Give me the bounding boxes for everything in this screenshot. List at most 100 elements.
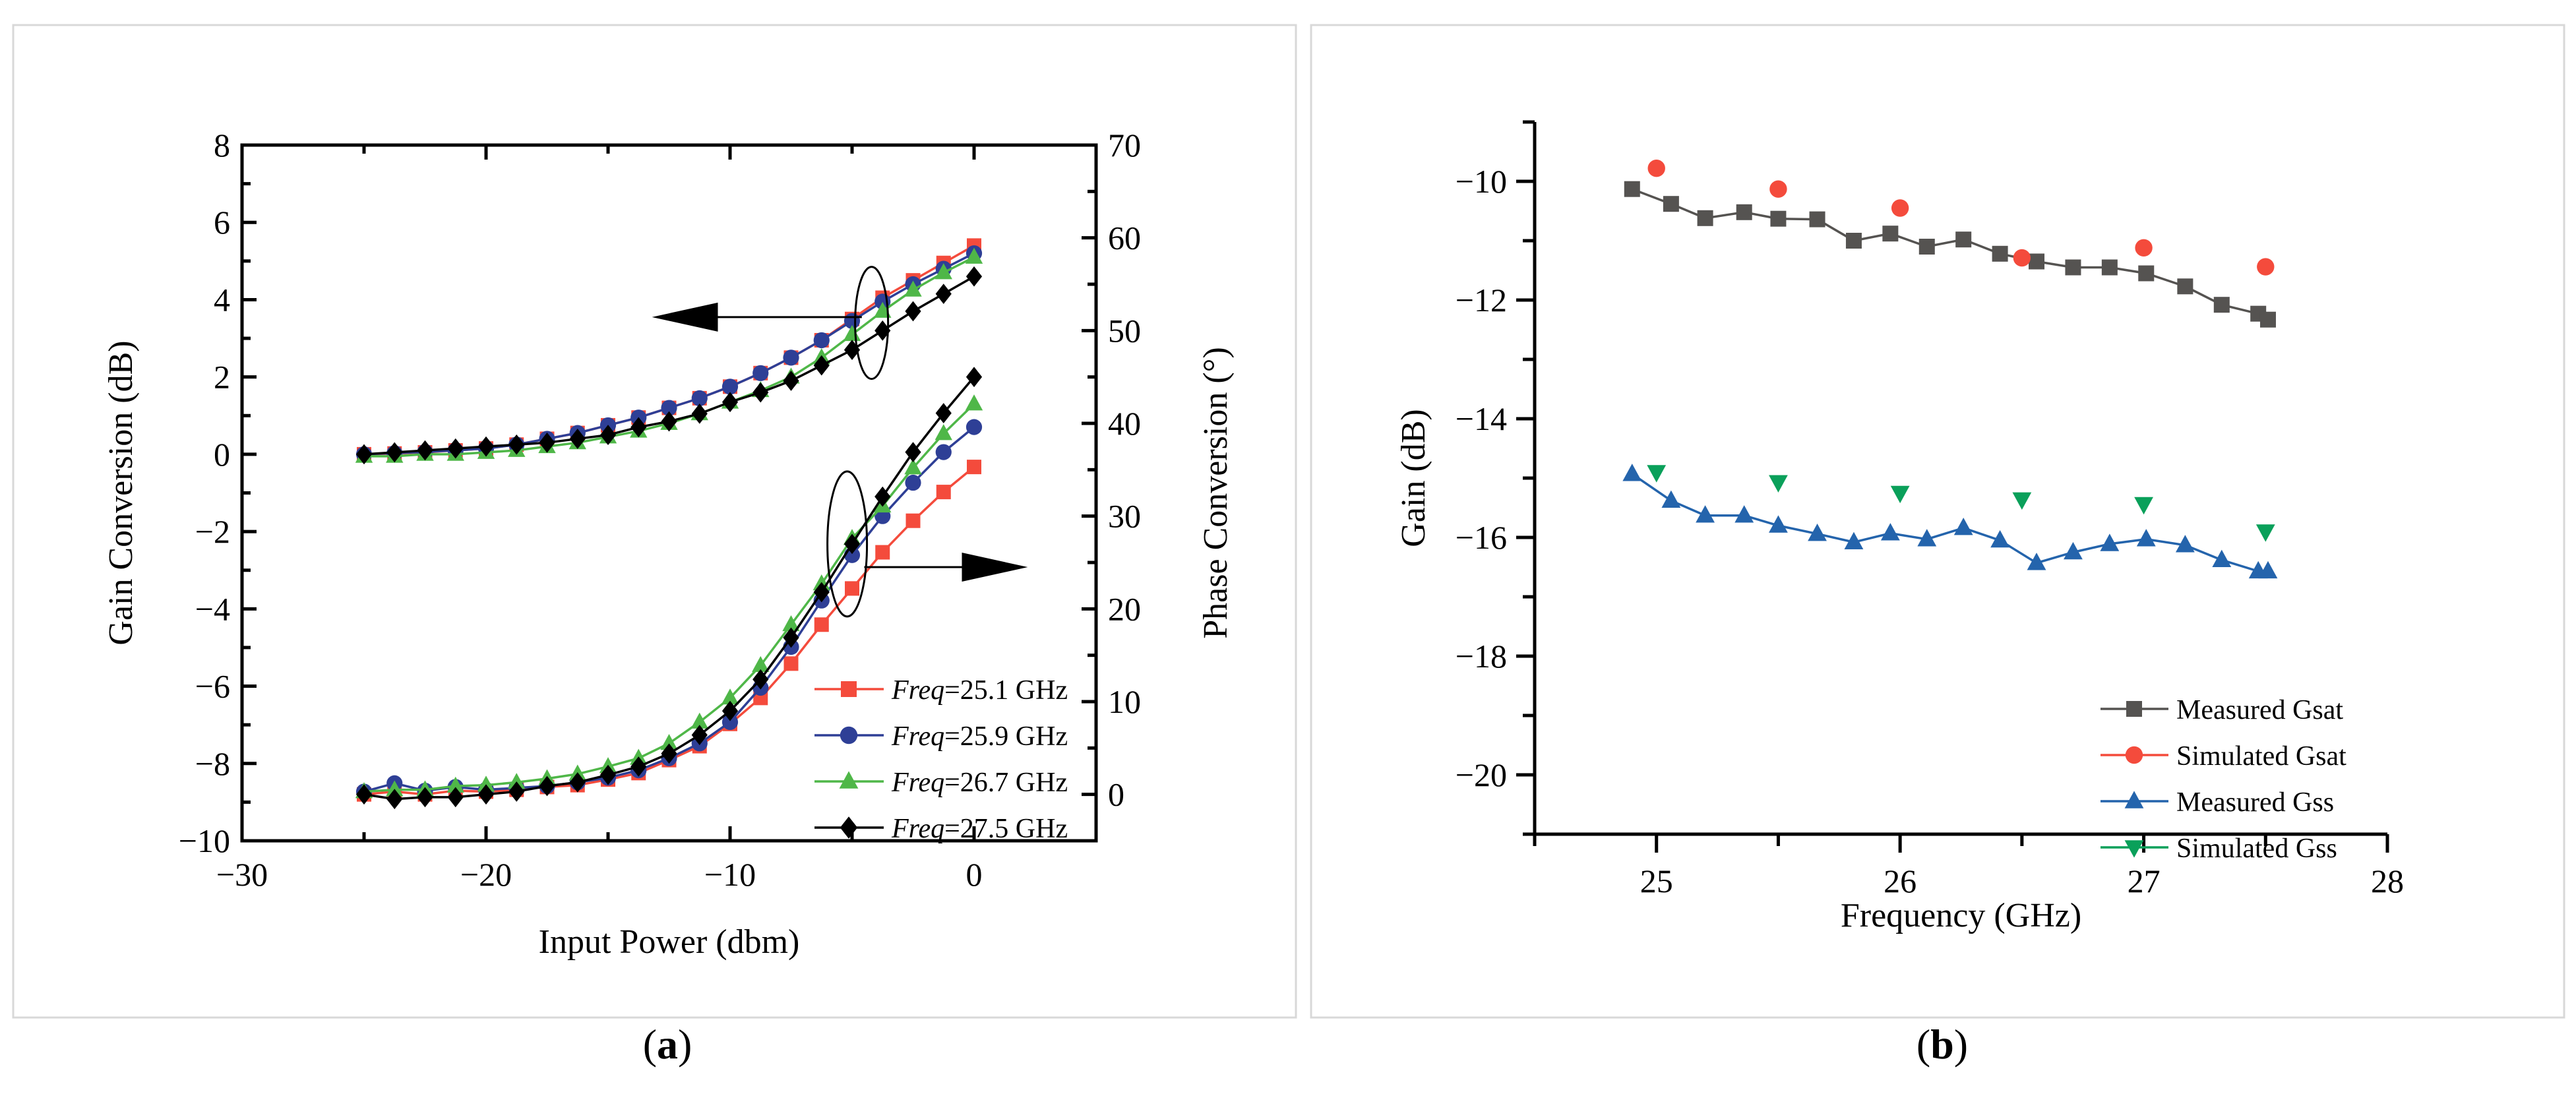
phase-point <box>936 485 951 500</box>
y-axis-title: Gain (dB) <box>1395 409 1432 547</box>
data-point <box>2029 253 2045 270</box>
legend-item: Simulated Gsat <box>2101 741 2346 772</box>
phase-ellipse <box>826 470 869 618</box>
legend-marker <box>840 816 858 839</box>
gain-point <box>935 263 952 280</box>
gain-point <box>355 444 373 465</box>
data-point <box>2255 524 2275 542</box>
gain-point <box>721 392 739 413</box>
gain-point <box>386 442 403 463</box>
y2-tick-label: 50 <box>1108 312 1141 349</box>
data-point <box>1955 231 1972 248</box>
phase-point <box>721 700 739 721</box>
y2-tick-label: 20 <box>1108 590 1141 627</box>
data-point <box>1734 505 1754 523</box>
legend-label: Freq=27.5 GHz <box>891 814 1068 844</box>
legend-item: Measured Gss <box>2101 787 2334 818</box>
y-tick-label: −18 <box>1456 638 1507 675</box>
gain-point <box>630 417 647 438</box>
series-line <box>1632 188 2269 321</box>
y-tick-label: 2 <box>214 359 230 396</box>
data-point <box>1736 204 1752 220</box>
gain-point <box>783 371 799 391</box>
gain-point <box>813 355 830 376</box>
phase-point <box>966 419 983 435</box>
gain-point <box>783 349 799 366</box>
legend-label: Measured Gsat <box>2176 695 2343 725</box>
data-point <box>1990 530 2010 548</box>
phase-point <box>661 743 677 764</box>
data-point <box>2136 529 2156 547</box>
data-point <box>1696 505 1715 523</box>
phase-point <box>508 781 525 802</box>
phase-point <box>782 615 800 632</box>
data-point <box>2064 541 2083 560</box>
gain-point <box>752 365 769 381</box>
phase-point <box>783 656 799 671</box>
gain-point <box>508 434 525 455</box>
legend-label: Simulated Gss <box>2176 834 2337 864</box>
data-point <box>1891 199 1909 217</box>
gain-ellipse <box>854 266 890 380</box>
phase-point <box>508 773 526 789</box>
gain-point <box>477 436 495 457</box>
phase-point <box>935 403 952 423</box>
legend-marker <box>2126 701 2142 717</box>
phase-point <box>417 787 433 808</box>
series-measured-gsat <box>1624 181 2276 328</box>
left-arrow-head <box>652 302 718 332</box>
y2-tick-label: 10 <box>1108 683 1141 720</box>
legend-item: Measured Gsat <box>2101 695 2343 725</box>
data-point <box>1992 245 2008 262</box>
legend-marker <box>2124 791 2144 808</box>
phase-point <box>814 617 829 632</box>
phase-point <box>874 486 891 507</box>
phase-point <box>386 780 404 797</box>
legend-label: Measured Gss <box>2176 787 2334 818</box>
data-point <box>1622 464 1642 481</box>
panel-b: 25 26 27 28 −20 −18 −16 −14 −12 −10 Frequency (GHz… <box>1395 120 2404 934</box>
data-point <box>1880 523 1900 541</box>
phase-point <box>539 775 555 797</box>
legend-item: Simulated Gss <box>2101 834 2337 864</box>
legend-item: Freq=27.5 GHz <box>814 814 1068 844</box>
series-measured-gss <box>1622 464 2278 579</box>
data-point <box>1647 465 1667 483</box>
y-tick-label: −20 <box>1456 756 1507 793</box>
gain-point <box>813 332 830 349</box>
legend: Freq=25.1 GHz Freq=25.9 GHz Freq=26.7 GHz F… <box>814 675 1068 844</box>
legend-label: Simulated Gsat <box>2176 741 2346 772</box>
data-point <box>1890 485 1910 504</box>
phase-point <box>967 460 981 475</box>
panel-b-label: (b) <box>1917 1021 1968 1068</box>
phase-point <box>845 581 859 596</box>
x-axis-title: Frequency (GHz) <box>1841 897 2081 934</box>
phase-point <box>752 669 769 690</box>
phase-point <box>905 513 921 528</box>
panel-a-label: (a) <box>643 1021 692 1068</box>
data-point <box>2175 535 2195 553</box>
data-point <box>2065 259 2081 276</box>
panel-b-frame <box>1310 24 2565 1019</box>
legend: Measured Gsat Simulated Gsat Measured Gss S… <box>2101 695 2346 864</box>
gain-point <box>417 440 433 461</box>
data-point <box>1917 529 1937 547</box>
x-tick-label: 25 <box>1640 863 1673 899</box>
gain-point <box>447 438 464 459</box>
phase-point <box>599 764 617 785</box>
legend-marker <box>841 681 857 697</box>
x-tick-label: −30 <box>216 856 268 893</box>
y-tick-label: −12 <box>1456 282 1507 319</box>
gain-point <box>721 379 739 395</box>
data-point <box>1661 490 1681 508</box>
panel-a-frame <box>12 24 1297 1019</box>
legend-item: Freq=25.1 GHz <box>814 675 1068 706</box>
phase-point <box>447 787 464 808</box>
data-point <box>1882 226 1899 242</box>
x-tick-label: 28 <box>2371 863 2404 899</box>
data-point <box>2257 258 2275 276</box>
gain-point <box>966 266 983 287</box>
legend-marker <box>2124 840 2144 858</box>
legend-marker <box>839 771 859 789</box>
y2-tick-label: 30 <box>1108 498 1141 535</box>
